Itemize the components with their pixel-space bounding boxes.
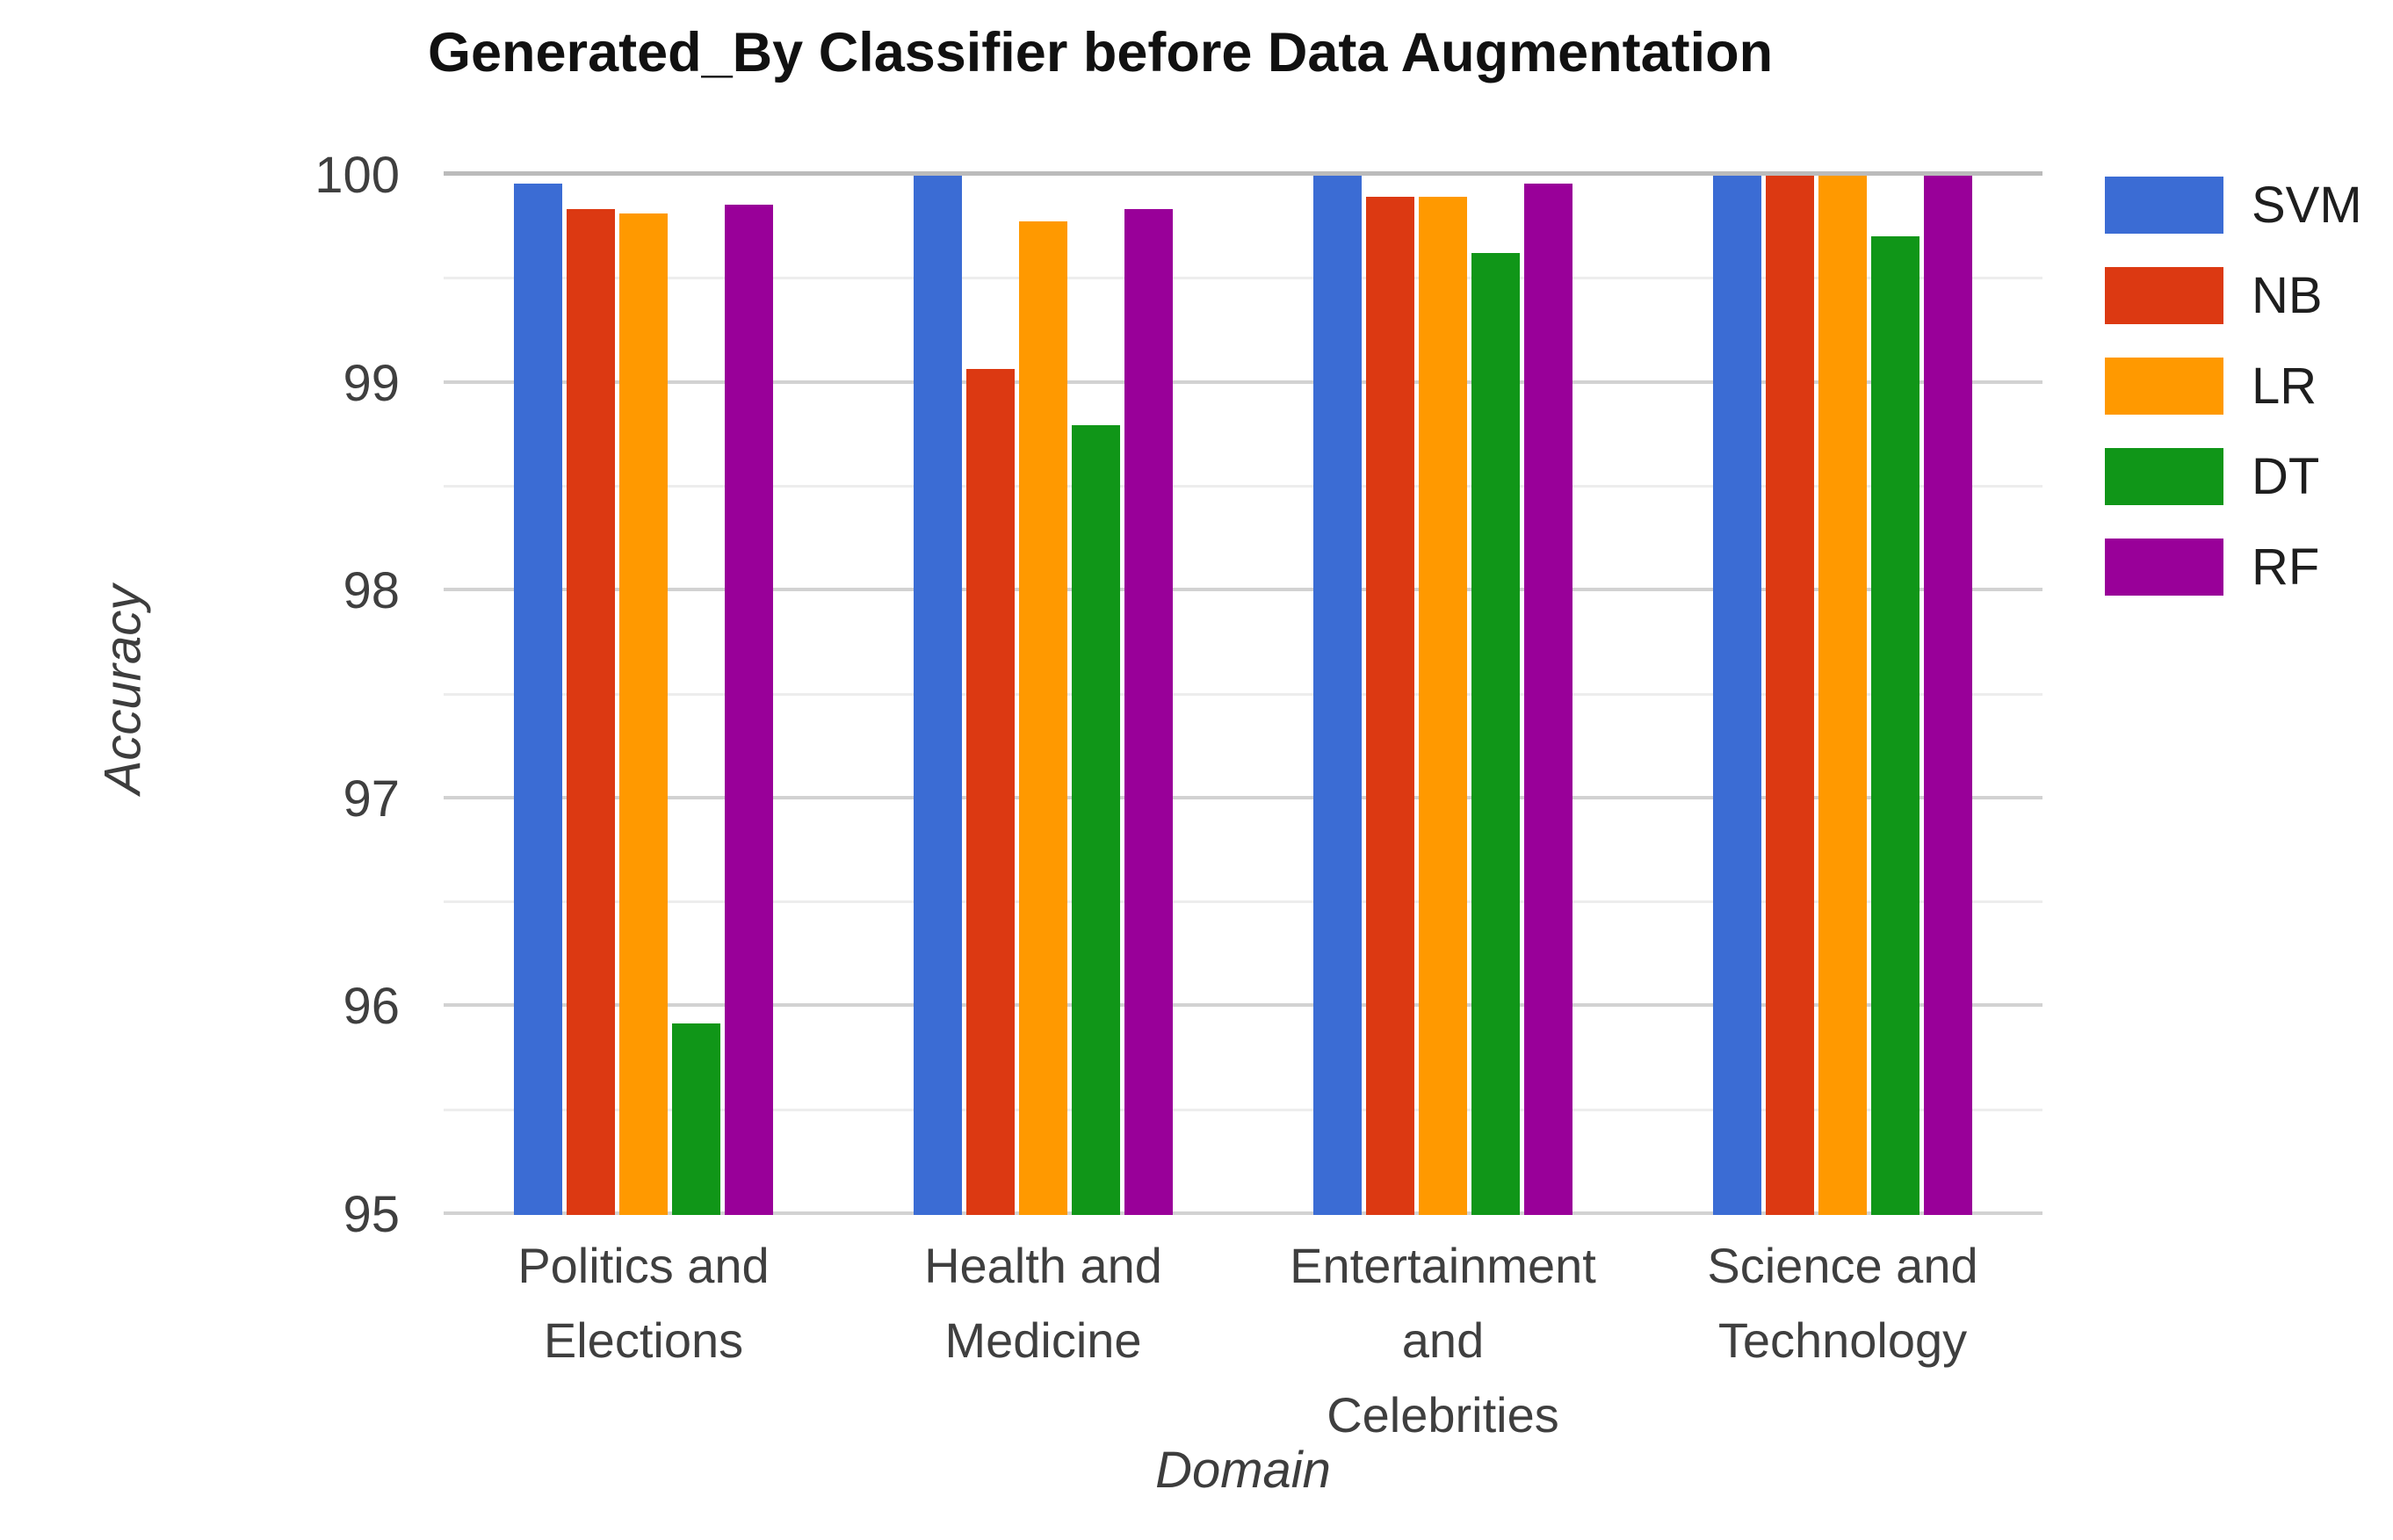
legend-entry-rf: RF — [2105, 538, 2319, 596]
gridline-major-100 — [444, 171, 2042, 176]
x-category-label-line: Elections — [543, 1312, 744, 1368]
legend-swatch-nb — [2105, 267, 2223, 324]
gridline-minor-97.5 — [444, 692, 2042, 696]
legend-swatch-dt — [2105, 448, 2223, 505]
bar-lr-group3 — [1419, 196, 1467, 1215]
bar-svm-group4 — [1713, 176, 1761, 1215]
bar-svm-group1 — [514, 184, 562, 1215]
x-category-label-line: Entertainment — [1290, 1238, 1596, 1293]
legend-label-lr: LR — [2252, 358, 2317, 415]
bar-dt-group1 — [672, 1023, 720, 1215]
y-axis-title: Accuracy — [94, 584, 152, 795]
bar-lr-group1 — [619, 213, 668, 1215]
gridline-major-95 — [444, 1211, 2042, 1215]
x-axis-title: Domain — [1155, 1442, 1331, 1499]
x-category-label-4: Science and Technology — [1643, 1228, 2042, 1377]
bar-nb-group3 — [1366, 196, 1414, 1215]
y-tick-label-97: 97 — [343, 770, 400, 828]
gridline-major-99 — [444, 380, 2042, 384]
y-tick-label-99: 99 — [343, 354, 400, 412]
legend-swatch-svm — [2105, 177, 2223, 234]
bar-svm-group3 — [1313, 176, 1362, 1215]
legend-label-nb: NB — [2252, 267, 2323, 324]
gridline-minor-99.5 — [444, 277, 2042, 280]
bar-rf-group1 — [725, 205, 773, 1215]
bar-dt-group3 — [1471, 252, 1520, 1215]
legend-label-svm: SVM — [2252, 177, 2362, 234]
gridline-major-97 — [444, 795, 2042, 799]
x-category-label-line: Technology — [1717, 1312, 1968, 1368]
legend-swatch-rf — [2105, 539, 2223, 596]
bar-rf-group3 — [1524, 184, 1572, 1215]
gridline-minor-95.5 — [444, 1108, 2042, 1111]
bar-dt-group2 — [1072, 424, 1120, 1215]
bar-dt-group4 — [1871, 235, 1919, 1215]
legend-entry-dt: DT — [2105, 447, 2319, 506]
bar-rf-group4 — [1924, 176, 1972, 1215]
bar-lr-group2 — [1019, 221, 1067, 1215]
x-category-label-line: Science and — [1707, 1238, 1978, 1293]
legend-entry-nb: NB — [2105, 266, 2323, 325]
gridline-major-96 — [444, 1003, 2042, 1008]
y-tick-label-98: 98 — [343, 562, 400, 620]
x-category-label-line: Health and — [924, 1238, 1162, 1293]
legend-entry-lr: LR — [2105, 357, 2317, 416]
gridline-minor-98.5 — [444, 484, 2042, 488]
x-category-label-line: Celebrities — [1327, 1387, 1559, 1442]
bar-nb-group2 — [966, 369, 1015, 1215]
bar-nb-group1 — [567, 208, 615, 1215]
bar-nb-group4 — [1766, 176, 1814, 1215]
legend-entry-svm: SVM — [2105, 176, 2362, 235]
chart-title: Generated_By Classifier before Data Augm… — [428, 22, 1774, 83]
y-tick-label-95: 95 — [343, 1186, 400, 1243]
x-category-label-line: and — [1401, 1312, 1485, 1368]
x-category-label-line: Politics and — [517, 1238, 770, 1293]
x-category-label-2: Health and Medicine — [843, 1228, 1243, 1377]
y-tick-label-100: 100 — [314, 147, 400, 204]
legend-swatch-lr — [2105, 358, 2223, 415]
gridline-minor-96.5 — [444, 900, 2042, 904]
plot-area — [444, 171, 2042, 1215]
gridline-major-98 — [444, 588, 2042, 592]
legend-label-dt: DT — [2252, 448, 2320, 505]
bar-rf-group2 — [1124, 208, 1173, 1215]
x-category-label-3: Entertainment and Celebrities — [1243, 1228, 1643, 1452]
bar-lr-group4 — [1818, 176, 1867, 1215]
bar-svm-group2 — [914, 176, 962, 1215]
y-tick-label-96: 96 — [343, 978, 400, 1036]
legend-label-rf: RF — [2252, 539, 2320, 596]
x-category-label-1: Politics and Elections — [444, 1228, 843, 1377]
x-category-label-line: Medicine — [944, 1312, 1142, 1368]
